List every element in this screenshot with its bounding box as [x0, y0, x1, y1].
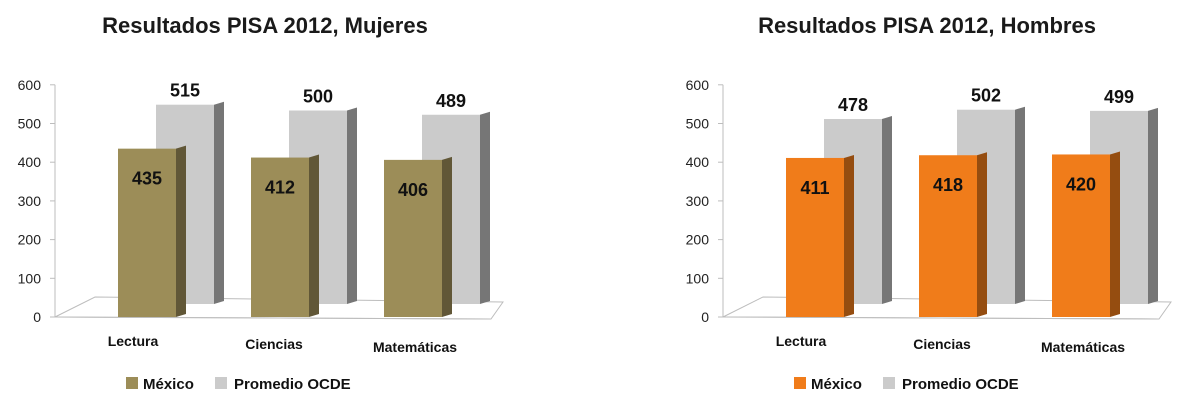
bar-mexico-ciencias	[919, 155, 977, 317]
y-tick-label: 300	[686, 193, 710, 209]
legend-label-ocde: Promedio OCDE	[234, 376, 351, 393]
y-tick-label: 400	[686, 154, 710, 170]
y-tick-label: 600	[686, 77, 710, 93]
x-tick-label: Matemáticas	[1041, 339, 1125, 355]
data-label-ocde: 478	[838, 95, 868, 115]
bar-mexico-side	[844, 154, 854, 317]
bar-ocde-side	[1148, 107, 1158, 305]
data-label-ocde: 499	[1104, 87, 1134, 107]
bar-mexico-side	[309, 154, 319, 317]
chart-mujeres: Resultados PISA 2012, Mujeres 0 100 200 300 4…	[18, 13, 504, 393]
bar-ocde-side	[347, 107, 357, 304]
y-tick-label: 100	[686, 270, 710, 286]
x-tick-label: Ciencias	[913, 336, 971, 352]
legend-swatch-ocde	[883, 377, 895, 389]
data-label-ocde: 489	[436, 91, 466, 111]
chart-title: Resultados PISA 2012, Hombres	[758, 13, 1096, 38]
legend-swatch-mexico	[794, 377, 806, 389]
y-tick-label: 0	[33, 309, 41, 325]
y-tick-label: 500	[686, 116, 710, 132]
bar-mexico-side	[442, 156, 452, 317]
chart-hombres: Resultados PISA 2012, Hombres 0 100 200 300 4…	[686, 13, 1172, 393]
y-tick-label: 200	[18, 232, 42, 248]
chart-title: Resultados PISA 2012, Mujeres	[102, 13, 428, 38]
legend-swatch-mexico	[126, 377, 138, 389]
x-tick-label: Matemáticas	[373, 339, 457, 355]
bar-mexico-side	[1110, 151, 1120, 317]
y-tick-label: 200	[686, 232, 710, 248]
legend-label-mexico: México	[143, 376, 194, 393]
bar-ocde-side	[882, 116, 892, 304]
y-tick-label: 600	[18, 77, 42, 93]
bar-mexico-lectura	[786, 157, 844, 317]
y-tick-label: 300	[18, 193, 42, 209]
bar-ocde-side	[214, 101, 224, 304]
legend-label-ocde: Promedio OCDE	[902, 376, 1019, 393]
data-label-ocde: 502	[971, 86, 1001, 106]
data-label-mexico: 420	[1066, 174, 1096, 194]
legend-label-mexico: México	[811, 376, 862, 393]
bar-mexico-ciencias	[251, 157, 309, 317]
y-tick-label: 400	[18, 154, 42, 170]
data-label-mexico: 411	[800, 178, 829, 198]
bar-mexico-side	[977, 152, 987, 317]
y-tick-label: 100	[18, 270, 42, 286]
data-label-mexico: 418	[933, 175, 963, 195]
data-label-mexico: 406	[398, 180, 428, 200]
bar-ocde-side	[480, 111, 490, 304]
bar-mexico-matemáticas	[1052, 154, 1110, 317]
x-tick-label: Ciencias	[245, 336, 303, 352]
legend-swatch-ocde	[215, 377, 227, 389]
x-axis-line	[54, 316, 492, 320]
data-label-ocde: 515	[170, 81, 200, 101]
x-axis-line	[722, 316, 1160, 320]
data-label-mexico: 435	[132, 169, 162, 189]
x-tick-label: Lectura	[776, 333, 827, 349]
x-tick-label: Lectura	[108, 333, 159, 349]
bar-mexico-side	[176, 145, 186, 317]
bar-mexico-lectura	[118, 148, 176, 317]
data-label-mexico: 412	[265, 178, 295, 198]
bar-mexico-matemáticas	[384, 159, 442, 317]
y-tick-label: 500	[18, 116, 42, 132]
bar-ocde-side	[1015, 106, 1025, 304]
y-tick-label: 0	[701, 309, 709, 325]
data-label-ocde: 500	[303, 87, 333, 107]
